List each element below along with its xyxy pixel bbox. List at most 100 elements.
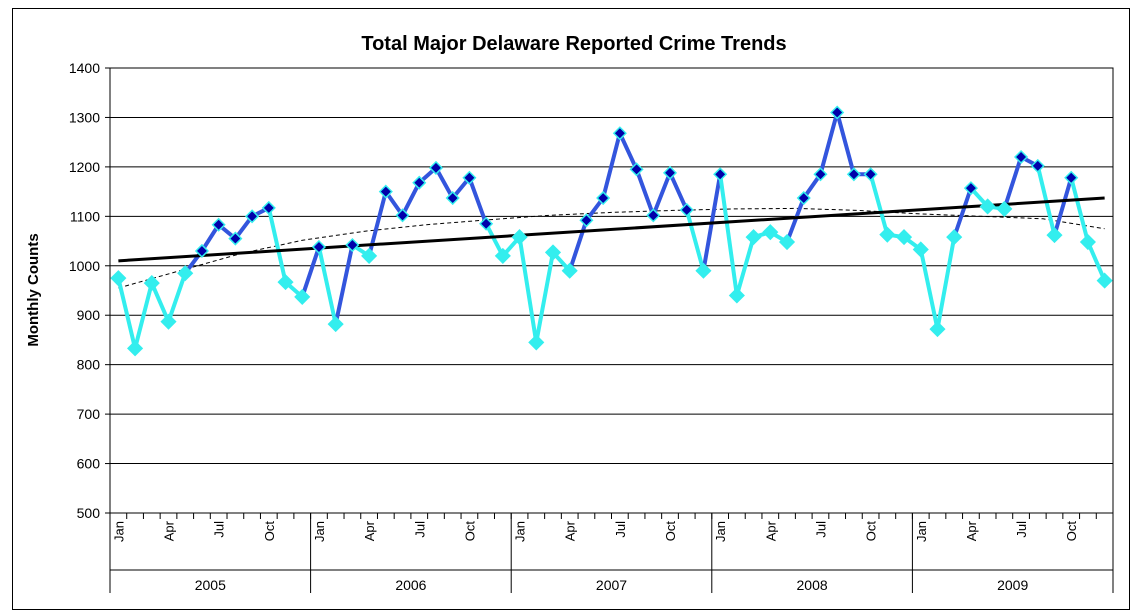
data-point-8 [245,209,260,224]
month-label-2006-Jul: Jul [412,521,427,538]
ytick-label-700: 700 [77,406,101,422]
moving-trend-path [118,207,1105,289]
data-point-13 [327,316,344,333]
year-label-2006: 2006 [395,577,426,593]
data-point-9 [261,200,276,215]
data-point-3 [160,313,177,330]
data-point-43 [830,105,845,120]
data-point-14 [345,237,360,253]
data-point-41 [796,190,811,206]
chart-title: Total Major Delaware Reported Crime Tren… [361,33,786,55]
data-point-24 [511,229,528,246]
series-segment-53 [1002,155,1024,211]
series-segment-40 [785,196,806,245]
year-label-2005: 2005 [195,577,226,593]
month-label-2005-Apr: Apr [162,520,177,541]
series-segment-25 [534,250,555,345]
series-segment-19 [433,165,455,201]
data-point-30 [612,126,627,141]
series-segment-30 [617,131,639,172]
series-segment-34 [684,207,706,273]
month-label-2005-Jul: Jul [212,521,227,538]
month-label-2009-Oct: Oct [1064,521,1079,542]
data-point-25 [528,334,545,351]
y-tick-labels: 500 600 700 800 900 1000 1100 1200 1300 1400 [69,60,100,521]
series-segment-58 [1085,240,1107,283]
ytick-label-1300: 1300 [69,109,100,125]
data-point-57 [1064,170,1079,185]
month-label-2006-Jan: Jan [312,521,327,542]
series-segment-2 [149,281,171,324]
data-point-0 [110,270,127,287]
series-segment-17 [400,180,422,218]
series-segment-5 [199,222,221,253]
data-point-59 [1096,272,1113,289]
ytick-label-1000: 1000 [69,258,100,274]
series-segment-13 [333,243,355,327]
data-point-53 [996,200,1013,217]
data-point-52 [979,198,996,215]
data-point-58 [1079,233,1096,251]
data-point-11 [294,288,311,305]
linear-trend-path [118,196,1105,263]
series-segment-57 [1069,175,1090,245]
data-point-16 [378,184,393,199]
ytick-label-800: 800 [77,357,101,373]
grid-lines [110,67,1113,514]
series-segment-37 [734,235,756,298]
data-point-55 [1030,158,1045,173]
ytick-label-1100: 1100 [70,208,100,224]
data-point-42 [813,167,828,182]
data-point-31 [629,162,644,177]
month-label-2008-Apr: Apr [763,520,778,541]
data-point-19 [428,160,444,175]
series-segment-1 [133,281,154,351]
data-point-2 [143,275,160,292]
series-segment-22 [484,221,505,258]
axes [105,67,1114,593]
series-segment-32 [651,170,673,218]
data-point-23 [494,247,511,264]
data-point-33 [662,165,678,180]
month-label-2006-Apr: Apr [362,520,377,541]
series-segment-0 [116,276,138,351]
data-point-37 [728,287,745,304]
data-point-38 [745,229,762,246]
series-segment-36 [718,172,739,298]
month-label-2009-Jul: Jul [1014,521,1029,538]
series-segment-15 [367,189,388,258]
series-segment-24 [517,235,539,345]
month-label-2007-Jan: Jan [513,521,528,542]
data-point-50 [946,229,963,246]
data-point-39 [762,224,779,241]
y-axis-label: Monthly Counts [25,233,42,346]
x-tick-labels: Jan Apr Jul Oct 2005 Jan Apr Jul Oct 2006 Jan Apr Ju… [111,520,1079,593]
series-segment-27 [567,218,589,273]
data-point-44 [846,167,861,182]
data-point-36 [713,167,728,182]
series-segment-29 [601,131,622,201]
data-point-15 [361,247,378,264]
month-label-2007-Oct: Oct [663,521,678,542]
data-point-22 [479,216,494,231]
month-label-2008-Oct: Oct [864,521,879,542]
series-segment-48 [918,247,940,332]
data-point-49 [929,321,946,338]
month-label-2008-Jul: Jul [813,521,828,538]
data-point-6 [211,217,226,232]
chart-frame [12,8,1130,610]
series-segment-43 [835,110,856,177]
data-point-17 [395,208,410,223]
plot-area-border [109,67,1114,514]
series-segment-42 [818,110,840,177]
ytick-label-1200: 1200 [69,159,100,175]
data-point-27 [561,262,578,279]
data-point-40 [778,233,796,251]
data-point-48 [912,241,929,258]
year-label-2009: 2009 [997,577,1028,593]
linear-trend-line [118,196,1105,263]
month-label-2005-Jan: Jan [111,521,126,542]
year-label-2008: 2008 [797,577,828,593]
data-point-46 [879,226,896,243]
